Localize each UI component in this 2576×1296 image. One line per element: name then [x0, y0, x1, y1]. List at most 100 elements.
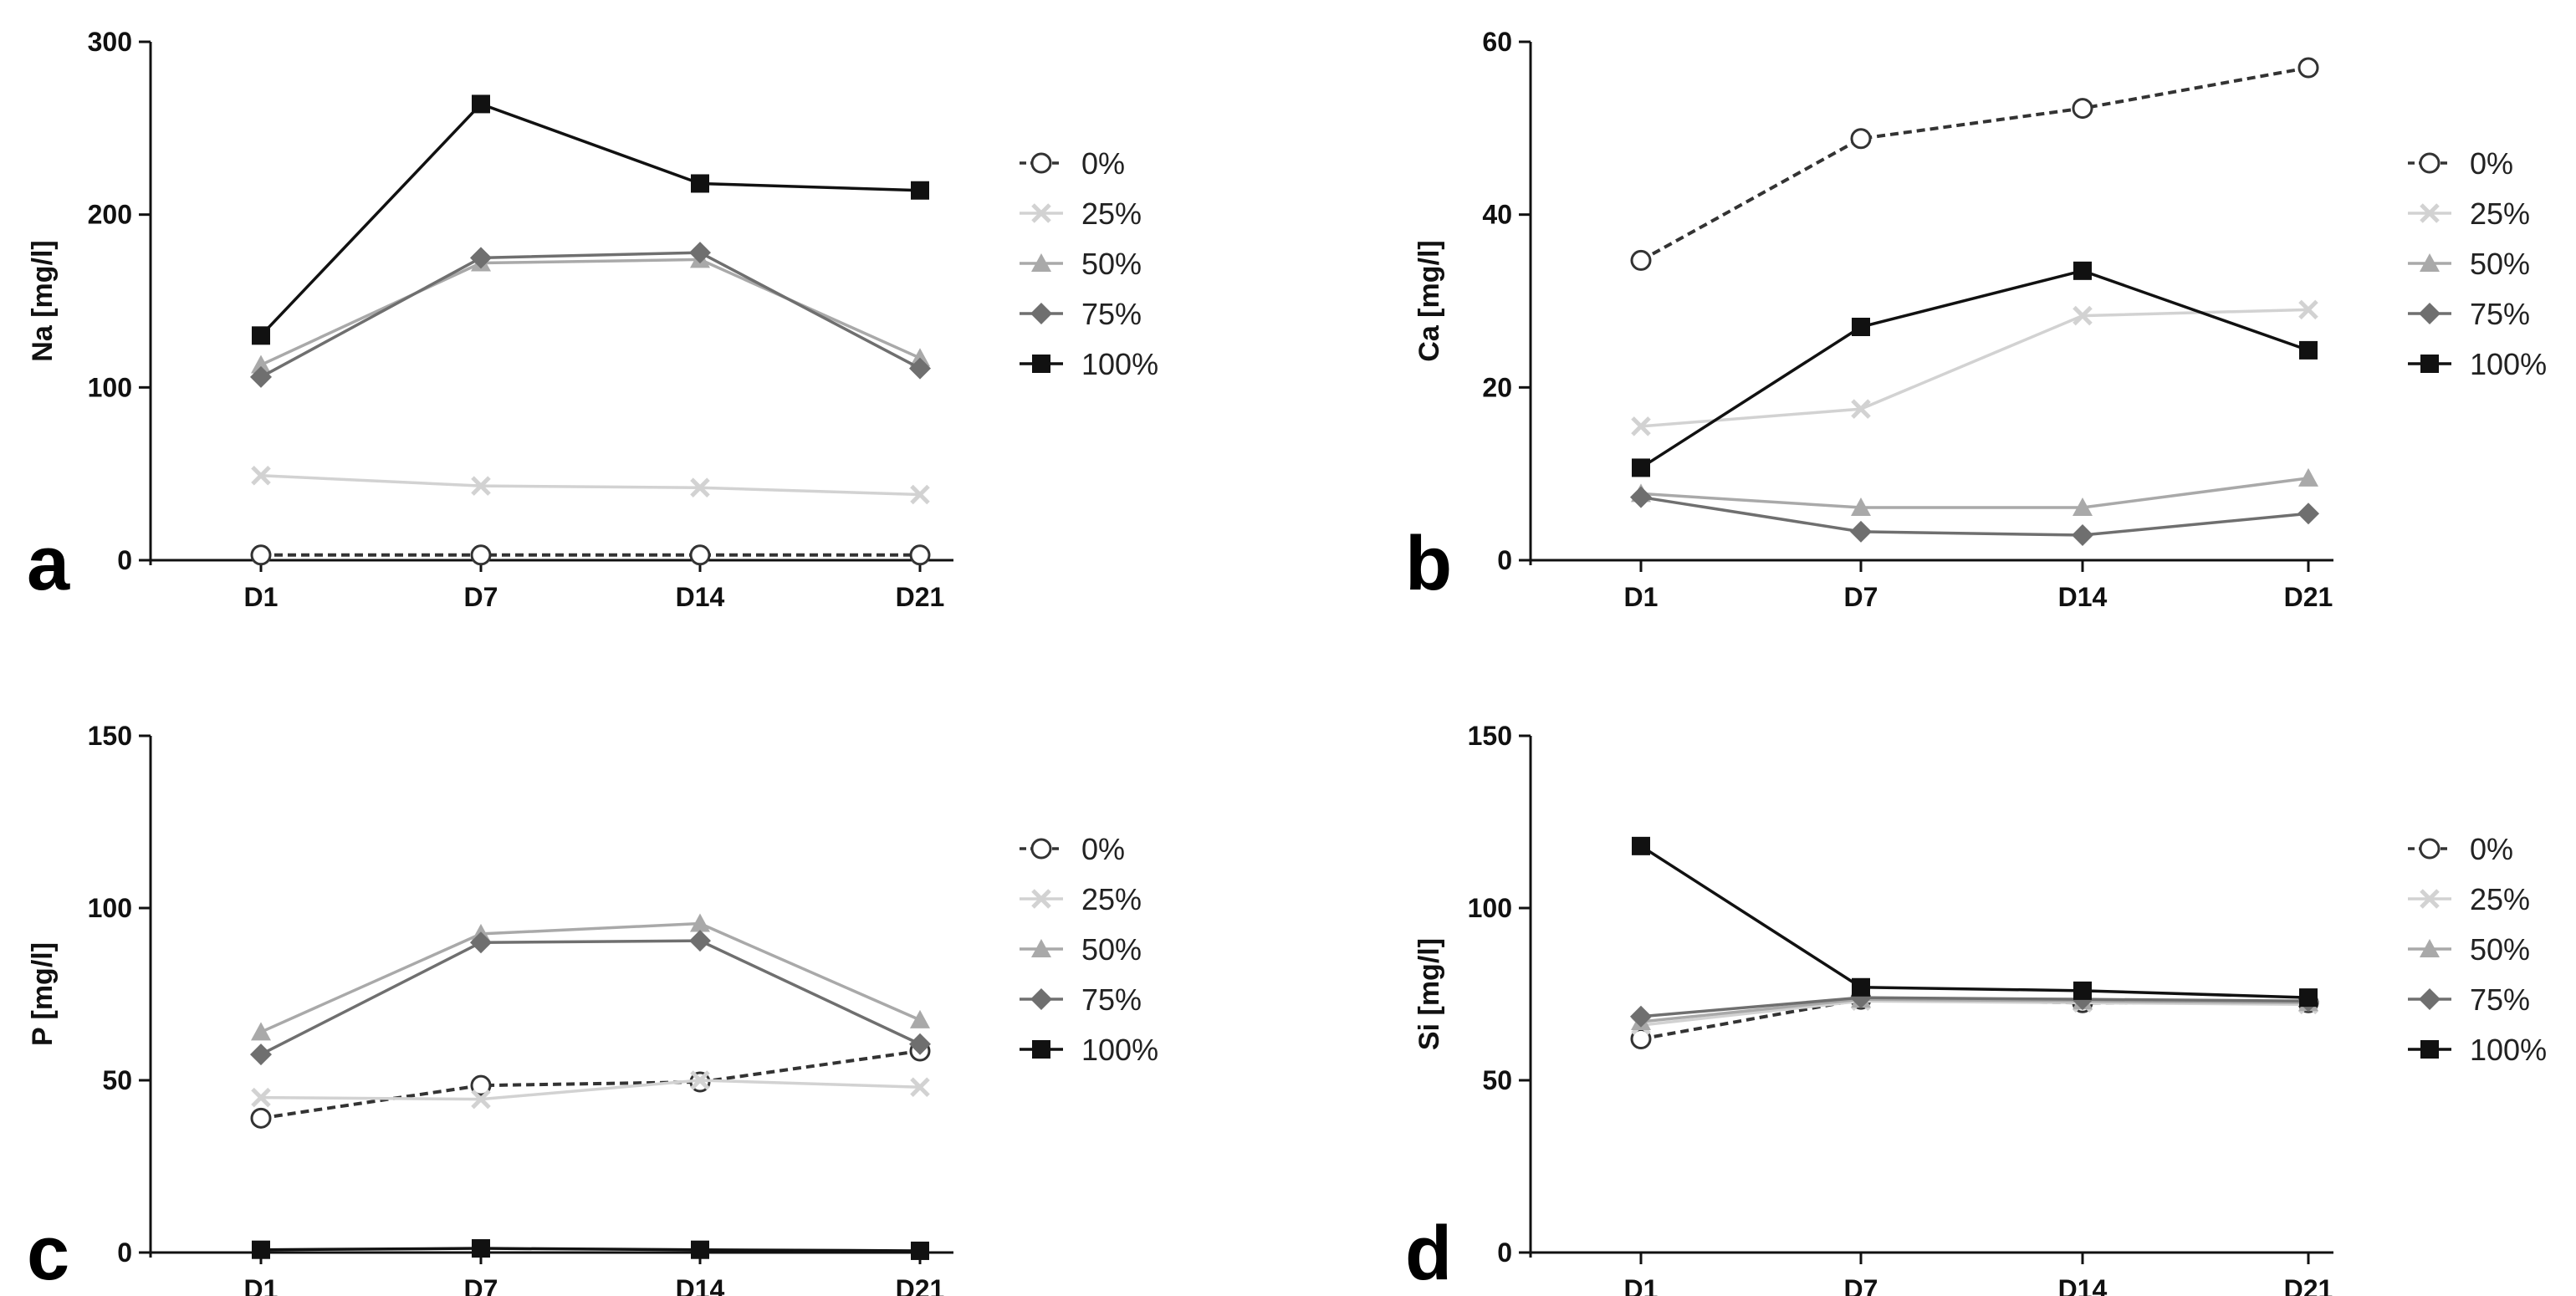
chart-panel-c: 0 50 100 150 D1 D7 D14 D21 P [mg/l] c 0% 25% 50% 75% 1…: [27, 721, 1158, 1296]
data-point: [1852, 977, 1870, 997]
chart-panel-a: 0 100 200 300 D1 D7 D14 D21 Na [mg/l] a 0% 25% 50% 75…: [27, 27, 1158, 612]
marker-x-stroke: [1631, 416, 1651, 436]
legend-label: 0%: [1081, 832, 1125, 866]
data-point: [2298, 467, 2318, 487]
legend-marker: [2419, 838, 2441, 860]
legend-label: 100%: [2470, 347, 2547, 381]
series-line-0pct: [1640, 998, 2308, 1041]
marker-x-stroke: [251, 465, 271, 486]
data-point: [472, 94, 490, 114]
y-axis-label: P [mg/l]: [27, 942, 59, 1046]
data-point: [2298, 299, 2318, 320]
y-tick-label: 50: [1482, 1065, 1512, 1095]
marker-x-stroke: [2073, 305, 2093, 326]
panel-letter: d: [1405, 1211, 1452, 1296]
legend-label: 25%: [1081, 196, 1142, 231]
y-tick-label: 100: [1468, 893, 1512, 923]
x-tick-label: D1: [244, 1274, 279, 1296]
marker-x-stroke: [690, 477, 710, 497]
x-tick-label: D21: [2284, 1274, 2333, 1296]
y-axis-label: Ca [mg/l]: [1413, 240, 1445, 361]
marker-x-stroke: [2298, 299, 2318, 320]
y-tick-label: 0: [1497, 1237, 1512, 1268]
marker-x-stroke: [910, 484, 930, 505]
series-line-50pct: [260, 921, 921, 1033]
data-point: [2297, 503, 2319, 525]
legend-label: 75%: [1081, 982, 1142, 1017]
legend-marker: [1031, 203, 1051, 223]
data-point: [1851, 399, 1871, 419]
data-point: [1631, 416, 1651, 436]
data-point: [689, 930, 711, 952]
y-tick-label: 20: [1482, 372, 1512, 402]
data-point: [2297, 57, 2319, 79]
y-tick-label: 0: [117, 545, 132, 575]
marker-x-stroke: [910, 1077, 930, 1098]
legend-marker: [1030, 838, 1052, 860]
legend-marker: [1032, 1040, 1050, 1059]
y-tick-label: 100: [88, 372, 132, 402]
x-tick-label: D1: [1624, 1274, 1659, 1296]
marker-x-stroke: [690, 1070, 710, 1090]
legend-label: 50%: [1081, 932, 1142, 967]
data-point: [2299, 340, 2318, 360]
series-line-0pct: [1640, 66, 2309, 263]
legend-marker: [1031, 253, 1051, 272]
data-point: [910, 484, 930, 505]
legend-marker: [1032, 355, 1050, 373]
data-point: [251, 1087, 271, 1108]
y-tick-label: 150: [1468, 721, 1512, 751]
y-tick-label: 0: [117, 1237, 132, 1268]
series-line-100pct: [260, 1247, 921, 1253]
marker-x-stroke: [2420, 889, 2440, 909]
legend-label: 75%: [2470, 982, 2530, 1017]
data-point: [911, 181, 929, 200]
panel-letter: a: [27, 521, 70, 606]
legend-label: 0%: [1081, 146, 1125, 181]
x-tick-label: D7: [464, 1274, 498, 1296]
y-tick-label: 200: [88, 200, 132, 230]
legend-marker: [2419, 988, 2441, 1010]
data-point: [1851, 497, 1871, 516]
data-point: [1630, 486, 1652, 508]
data-point: [690, 1070, 710, 1090]
data-point: [470, 544, 492, 566]
series-line-75pct: [260, 251, 921, 379]
data-point: [471, 1089, 491, 1110]
x-tick-label: D7: [1844, 582, 1878, 612]
series-line-0pct: [260, 1049, 921, 1120]
y-tick-label: 0: [1497, 545, 1512, 575]
x-tick-label: D21: [2284, 582, 2333, 612]
data-point: [251, 355, 271, 374]
data-point: [1630, 249, 1652, 271]
panel-letter: b: [1405, 521, 1452, 606]
data-point: [252, 326, 270, 345]
marker-x-stroke: [471, 1089, 491, 1110]
legend-marker: [2420, 203, 2440, 223]
data-point: [252, 1240, 270, 1259]
data-point: [2073, 497, 2093, 516]
legend-label: 50%: [1081, 247, 1142, 281]
legend-label: 75%: [2470, 297, 2530, 331]
legend-marker: [2419, 303, 2441, 324]
data-point: [909, 357, 931, 380]
data-point: [2073, 261, 2092, 280]
x-tick-label: D14: [676, 1274, 725, 1296]
series-line-50pct: [1640, 477, 2309, 509]
data-point: [470, 931, 492, 954]
data-point: [910, 348, 930, 367]
series-line-25pct: [260, 473, 921, 497]
legend-marker: [1030, 303, 1052, 324]
x-tick-label: D21: [896, 582, 945, 612]
data-point: [689, 242, 711, 264]
x-tick-label: D14: [676, 582, 725, 612]
legend-marker: [2420, 939, 2440, 957]
x-tick-label: D14: [2058, 582, 2108, 612]
data-point: [1632, 458, 1650, 477]
series-line-75pct: [1640, 495, 2309, 537]
legend-marker: [2419, 152, 2441, 174]
series-line-100pct: [259, 102, 921, 337]
legend-marker: [1031, 889, 1051, 909]
series-line-50pct: [260, 258, 921, 367]
